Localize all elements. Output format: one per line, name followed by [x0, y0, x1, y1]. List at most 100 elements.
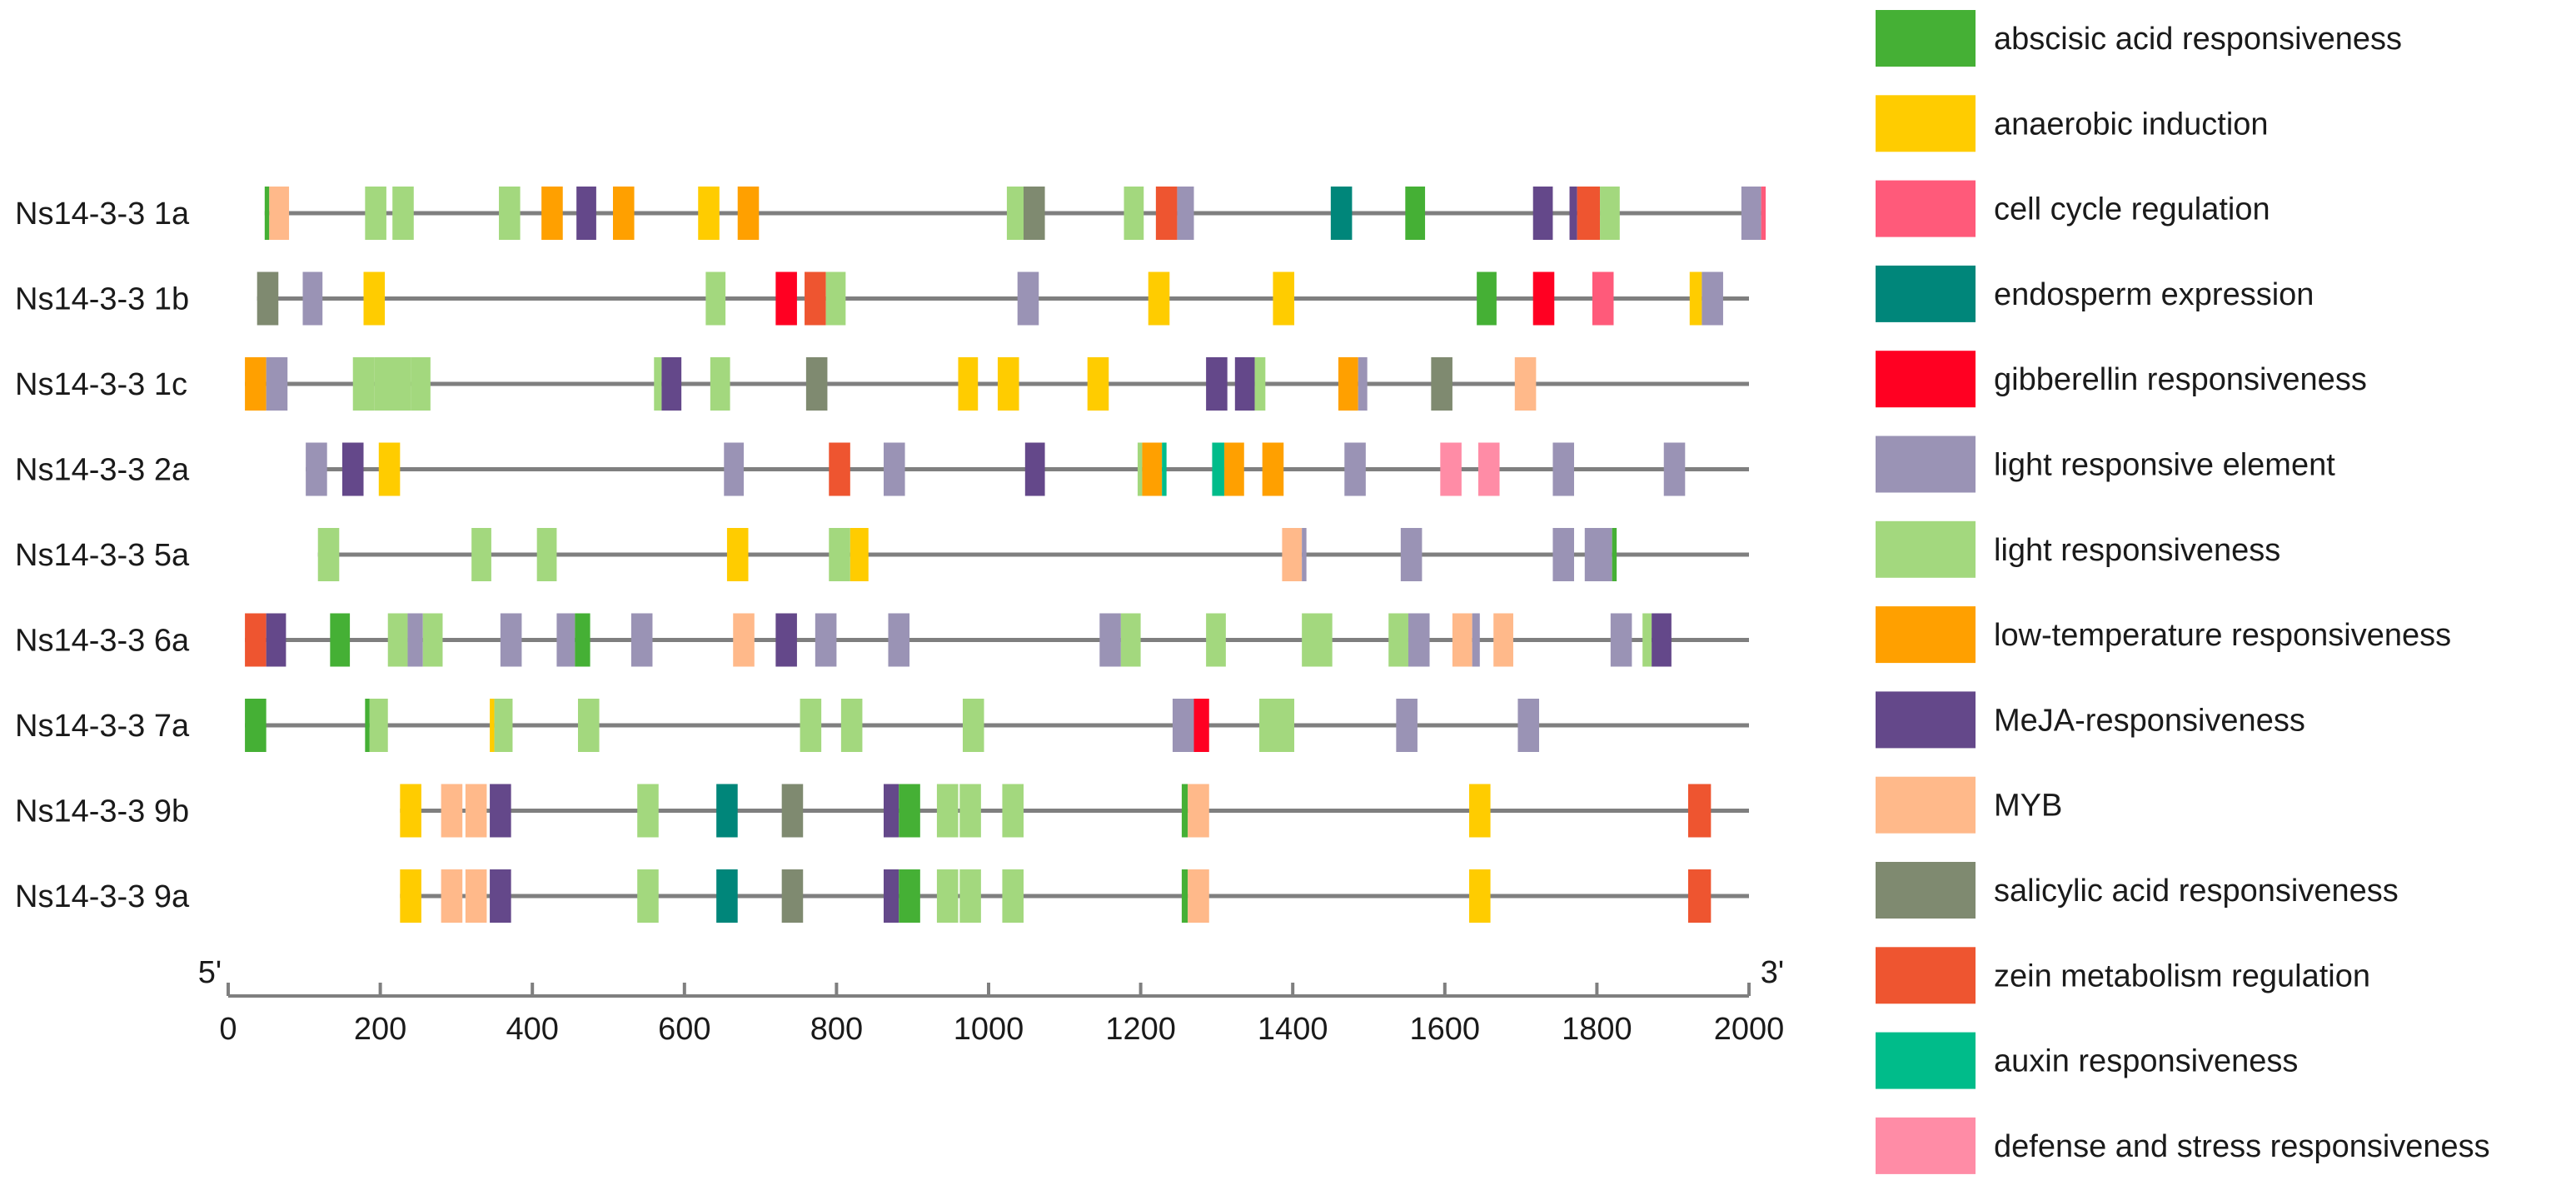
tick-label: 1800: [1562, 1012, 1632, 1047]
element-meja: [1024, 442, 1045, 496]
element-endo: [716, 784, 738, 838]
gene-row: Ns14-3-3 2a: [15, 442, 1749, 496]
element-sa: [781, 784, 804, 838]
gene-row: Ns14-3-3 9a: [15, 869, 1749, 923]
element-light: [962, 699, 984, 752]
element-anaer: [997, 357, 1019, 411]
element-light: [959, 869, 981, 923]
element-anaer: [490, 699, 495, 752]
gene-row: Ns14-3-3 1a: [15, 187, 1766, 240]
element-myb: [1514, 357, 1537, 411]
row-label: Ns14-3-3 7a: [15, 709, 190, 744]
element-lre: [1741, 187, 1761, 240]
element-light: [352, 357, 375, 411]
element-light: [1137, 442, 1143, 496]
legend-label: gibberellin responsiveness: [1994, 362, 2367, 397]
element-defense: [1477, 442, 1500, 496]
element-lre: [302, 271, 323, 326]
element-light: [1259, 699, 1295, 752]
element-sa: [1431, 357, 1452, 411]
element-myb: [1188, 784, 1209, 838]
gene-row: Ns14-3-3 1c: [15, 357, 1749, 411]
legend-swatch: [1876, 862, 1976, 919]
element-lre: [1302, 528, 1307, 581]
legend-label: MYB: [1994, 789, 2062, 824]
element-meja: [576, 187, 596, 240]
row-label: Ns14-3-3 1a: [15, 197, 190, 232]
five-prime-label: 5': [198, 955, 222, 990]
element-lre: [500, 613, 522, 667]
element-aba: [899, 784, 920, 838]
gene-row: Ns14-3-3 7a: [15, 699, 1749, 752]
legend-item: anaerobic induction: [1876, 95, 2269, 152]
legend-swatch: [1876, 351, 1976, 408]
tick-label: 600: [658, 1012, 710, 1047]
tick-label: 1200: [1105, 1012, 1176, 1047]
tick-label: 1000: [954, 1012, 1024, 1047]
element-myb: [465, 784, 487, 838]
element-lre: [1663, 442, 1686, 496]
legend-item: zein metabolism regulation: [1876, 947, 2370, 1004]
element-anaer: [378, 442, 401, 496]
legend-item: defense and stress responsiveness: [1876, 1117, 2490, 1174]
element-light: [365, 187, 386, 240]
element-zein: [1155, 187, 1178, 240]
element-myb: [1282, 528, 1303, 581]
element-aba: [899, 869, 920, 923]
element-light: [800, 699, 822, 752]
element-anaer: [850, 528, 869, 581]
element-light: [1642, 613, 1652, 667]
legend-label: MeJA-responsiveness: [1994, 703, 2305, 738]
element-auxin: [1162, 442, 1167, 496]
element-aba: [575, 613, 590, 667]
element-meja: [884, 869, 899, 923]
element-lre: [1396, 699, 1418, 752]
element-lowt: [737, 187, 760, 240]
element-aba: [330, 613, 351, 667]
element-sa: [805, 357, 828, 411]
element-lre: [1610, 613, 1632, 667]
element-lowt: [1142, 442, 1163, 496]
element-zein: [245, 613, 267, 667]
element-light: [1206, 613, 1226, 667]
element-anaer: [1148, 271, 1170, 326]
tick-label: 1600: [1410, 1012, 1481, 1047]
element-anaer: [1689, 271, 1702, 326]
element-lre: [1552, 442, 1575, 496]
legend-label: endosperm expression: [1994, 277, 2314, 312]
element-light: [710, 357, 730, 411]
element-lre: [306, 442, 327, 496]
element-light: [411, 357, 431, 411]
row-label: Ns14-3-3 1b: [15, 282, 189, 317]
element-anaer: [1087, 357, 1109, 411]
legend-swatch: [1876, 691, 1976, 749]
row-label: Ns14-3-3 2a: [15, 453, 190, 488]
element-meja: [1532, 187, 1553, 240]
element-meja: [1569, 187, 1577, 240]
legend-swatch: [1876, 265, 1976, 322]
row-label: Ns14-3-3 6a: [15, 624, 190, 659]
element-lre: [1400, 528, 1423, 581]
element-aba: [365, 699, 370, 752]
element-myb: [1188, 869, 1209, 923]
legend-swatch: [1876, 180, 1976, 237]
element-myb: [269, 187, 290, 240]
row-label: Ns14-3-3 1c: [15, 367, 187, 402]
element-lre: [1517, 699, 1540, 752]
tick-label: 1400: [1258, 1012, 1328, 1047]
three-prime-label: 3': [1761, 955, 1784, 990]
legend-item: MYB: [1876, 776, 2062, 834]
legend-label: light responsiveness: [1994, 533, 2280, 568]
element-endo: [716, 869, 738, 923]
element-meja: [661, 357, 682, 411]
element-lowt: [541, 187, 563, 240]
element-lre: [556, 613, 575, 667]
legend-swatch: [1876, 947, 1976, 1004]
element-myb: [1493, 613, 1513, 667]
element-light: [471, 528, 491, 581]
legend-swatch: [1876, 776, 1976, 834]
tick-label: 800: [810, 1012, 863, 1047]
legend-swatch: [1876, 1032, 1976, 1089]
element-meja: [266, 613, 286, 667]
